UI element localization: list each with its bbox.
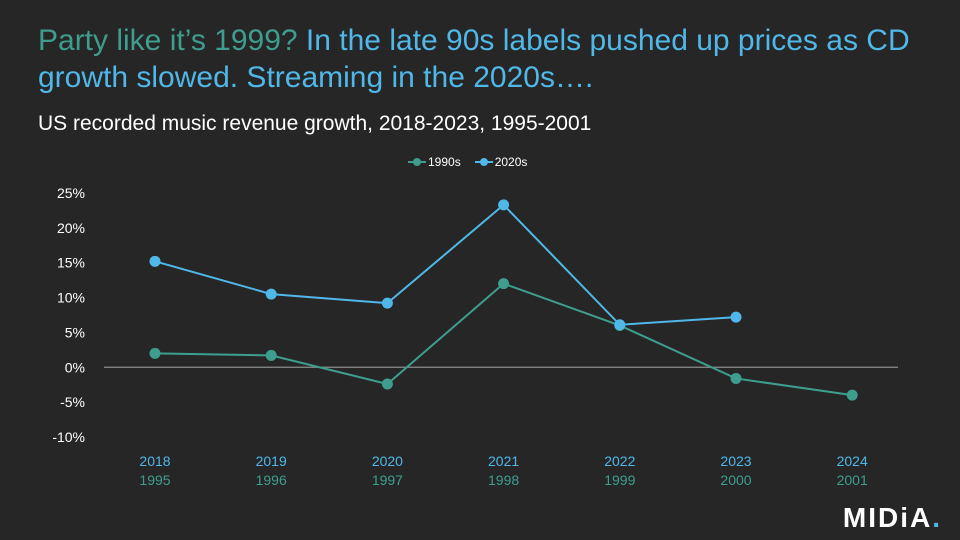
legend-item-1990s: 1990s (408, 155, 461, 169)
x-tick-label-secondary: 1997 (372, 472, 403, 488)
series-line-1990s (154, 282, 853, 397)
data-point-2020s (381, 297, 393, 309)
legend-swatch-1990s (408, 156, 426, 168)
legend-item-2020s: 2020s (474, 155, 528, 169)
y-tick-label: -10% (52, 429, 85, 445)
data-point-1990s (265, 349, 277, 361)
y-tick-label: -5% (60, 394, 85, 410)
chart-legend: 1990s 2020s (408, 155, 527, 169)
y-tick-label: 0% (65, 359, 85, 375)
x-tick-label-primary: 2024 (837, 453, 868, 469)
headline-rest: In the late 90s labels pushed up prices … (38, 24, 910, 94)
x-tick-label-secondary: 1996 (256, 472, 287, 488)
data-point-1990s (730, 372, 742, 384)
data-point-1990s (149, 347, 161, 359)
x-tick-label-primary: 2023 (720, 453, 751, 469)
legend-label-1990s: 1990s (428, 155, 461, 169)
logo-text: MIDiA (842, 502, 933, 533)
data-point-2020s (149, 255, 161, 267)
y-tick-label: 25% (57, 185, 85, 201)
data-point-1990s (846, 389, 858, 401)
x-tick-label-secondary: 1999 (604, 472, 635, 488)
legend-swatch-2020s (474, 156, 493, 168)
data-point-2020s (730, 311, 742, 323)
x-tick-label-secondary: 1998 (488, 472, 519, 488)
y-tick-label: 15% (57, 255, 85, 271)
midia-logo: MIDiA. (843, 502, 942, 534)
y-tick-label: 10% (57, 290, 85, 306)
x-tick-label-primary: 2018 (139, 453, 170, 469)
data-point-2020s (265, 288, 277, 300)
data-point-2020s (498, 199, 510, 211)
headline: Party like it’s 1999? In the late 90s la… (38, 22, 938, 96)
x-tick-label-secondary: 2000 (720, 472, 751, 488)
x-tick-label-primary: 2022 (604, 453, 635, 469)
data-point-1990s (498, 278, 510, 290)
x-tick-label-primary: 2021 (488, 453, 519, 469)
x-tick-label-primary: 2020 (372, 453, 403, 469)
y-tick-label: 5% (65, 324, 85, 340)
legend-label-2020s: 2020s (494, 155, 528, 169)
data-point-1990s (381, 378, 393, 390)
chart-subtitle: US recorded music revenue growth, 2018-2… (38, 112, 592, 135)
logo-dot: . (932, 502, 942, 533)
headline-lead: Party like it’s 1999? (38, 24, 298, 57)
x-tick-label-primary: 2019 (256, 453, 287, 469)
x-tick-label-secondary: 1995 (139, 472, 170, 488)
x-tick-label-secondary: 2001 (837, 472, 868, 488)
data-point-2020s (614, 319, 626, 331)
y-tick-label: 20% (57, 220, 85, 236)
series-line-2020s (154, 203, 737, 326)
